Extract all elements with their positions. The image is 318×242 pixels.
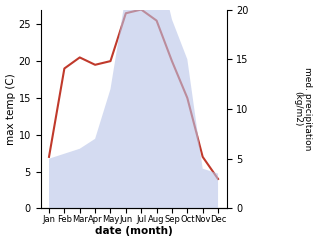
X-axis label: date (month): date (month) (95, 227, 172, 236)
Y-axis label: med. precipitation
(kg/m2): med. precipitation (kg/m2) (293, 67, 313, 151)
Y-axis label: max temp (C): max temp (C) (5, 73, 16, 145)
